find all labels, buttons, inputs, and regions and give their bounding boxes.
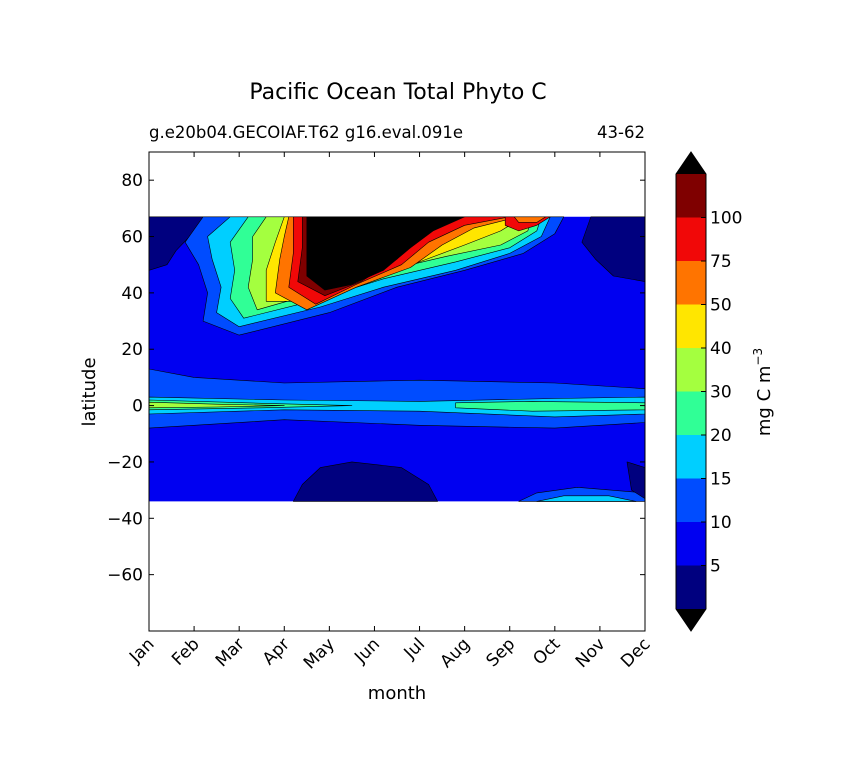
colorbar-tick-label: 30: [710, 383, 732, 403]
x-tick-label: May: [300, 634, 339, 673]
colorbar-segment: [676, 348, 706, 392]
contour-late-bloom-orange: [513, 216, 547, 223]
colorbar-segment: [676, 261, 706, 305]
colorbar-extend-max: [676, 152, 706, 174]
y-axis: 80 60 40 20 0 −20 −40 −60: [107, 171, 645, 586]
colorbar-tick-label: 20: [710, 426, 732, 446]
x-tick-label: Apr: [259, 634, 294, 669]
colorbar-tick-label: 100: [710, 209, 742, 229]
colorbar-segment: [676, 174, 706, 218]
contour-south-edge-inner: [536, 495, 637, 502]
plot-frame: [148, 151, 646, 632]
chart-title: Pacific Ocean Total Phyto C: [249, 80, 546, 105]
contour-plot-area: [149, 152, 645, 631]
x-axis-label: month: [368, 683, 426, 704]
colorbar-segment: [676, 304, 706, 348]
colorbar-segment: [676, 522, 706, 566]
colorbar-segment: [676, 565, 706, 609]
colorbar: 5 10 15 20 30 40 50 75 100: [675, 151, 742, 632]
colorbar-tick-label: 15: [710, 470, 732, 490]
colorbar-segment: [676, 435, 706, 479]
colorbar-tick-label: 10: [710, 513, 732, 533]
y-tick-label: 60: [121, 228, 143, 248]
chart-subtitle-left: g.e20b04.GECOIAF.T62 g16.eval.091e: [149, 123, 463, 142]
y-axis-label: latitude: [79, 357, 100, 426]
colorbar-segment: [676, 391, 706, 435]
contour-bloom-core: [306, 216, 465, 291]
x-tick-label: Dec: [617, 634, 654, 671]
y-tick-label: −60: [107, 566, 143, 586]
colorbar-segment: [676, 217, 706, 261]
colorbar-tick-label: 5: [710, 557, 721, 577]
colorbar-label: mg C m−3: [751, 348, 775, 436]
colorbar-outline: [675, 151, 707, 632]
x-tick-label: Feb: [168, 634, 203, 669]
contour-south-gyre: [292, 461, 438, 502]
chart-subtitle-right: 43-62: [597, 123, 645, 142]
x-tick-label: Mar: [212, 634, 249, 671]
y-tick-label: −40: [107, 509, 143, 529]
x-tick-label: Jun: [350, 634, 384, 668]
contour-equator-core: [149, 401, 285, 409]
y-tick-label: 80: [121, 171, 143, 191]
colorbar-segment: [676, 478, 706, 522]
x-tick-label: Oct: [529, 634, 564, 669]
x-tick-label: Nov: [572, 634, 610, 672]
x-tick-label: Sep: [482, 634, 519, 671]
x-tick-label: Jan: [125, 634, 158, 667]
contour-fills: [149, 216, 645, 502]
x-tick-label: Jul: [400, 634, 429, 663]
contour-equator-inner-east: [455, 401, 645, 412]
y-tick-label: 40: [121, 284, 143, 304]
x-tick-label: Aug: [437, 634, 475, 672]
y-tick-label: 20: [121, 340, 143, 360]
colorbar-extend-min: [676, 609, 706, 631]
colorbar-tick-label: 40: [710, 339, 732, 359]
colorbar-tick-label: 75: [710, 252, 732, 272]
y-tick-label: −20: [107, 453, 143, 473]
contour-north-winter-east: [581, 216, 645, 282]
contour-south-east-navy: [626, 461, 645, 499]
colorbar-tick-label: 50: [710, 296, 732, 316]
y-tick-label: 0: [132, 397, 143, 417]
